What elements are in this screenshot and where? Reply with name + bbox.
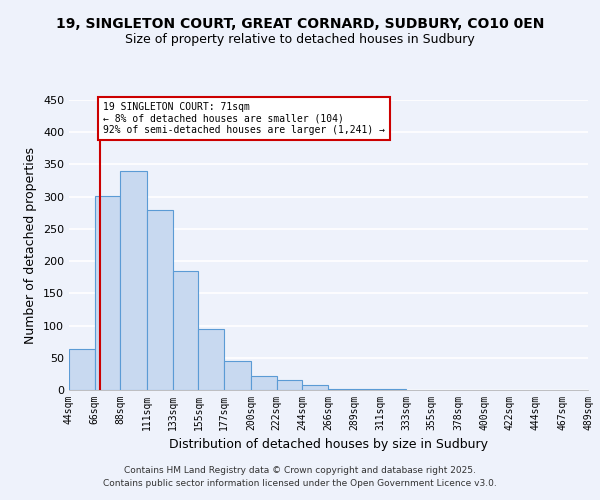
Bar — [251, 376, 277, 390]
Text: Contains HM Land Registry data © Crown copyright and database right 2025.
Contai: Contains HM Land Registry data © Crown c… — [103, 466, 497, 487]
Bar — [355, 388, 380, 390]
Bar — [302, 386, 328, 390]
Text: 19 SINGLETON COURT: 71sqm
← 8% of detached houses are smaller (104)
92% of semi-: 19 SINGLETON COURT: 71sqm ← 8% of detach… — [103, 102, 385, 135]
Bar — [224, 361, 251, 390]
Bar — [147, 210, 173, 390]
Bar — [69, 350, 95, 390]
Bar — [95, 196, 121, 390]
Bar — [121, 171, 147, 390]
Bar — [173, 271, 199, 390]
Y-axis label: Number of detached properties: Number of detached properties — [25, 146, 37, 344]
Text: Size of property relative to detached houses in Sudbury: Size of property relative to detached ho… — [125, 32, 475, 46]
Bar — [199, 330, 224, 390]
X-axis label: Distribution of detached houses by size in Sudbury: Distribution of detached houses by size … — [169, 438, 488, 452]
Text: 19, SINGLETON COURT, GREAT CORNARD, SUDBURY, CO10 0EN: 19, SINGLETON COURT, GREAT CORNARD, SUDB… — [56, 18, 544, 32]
Bar — [277, 380, 302, 390]
